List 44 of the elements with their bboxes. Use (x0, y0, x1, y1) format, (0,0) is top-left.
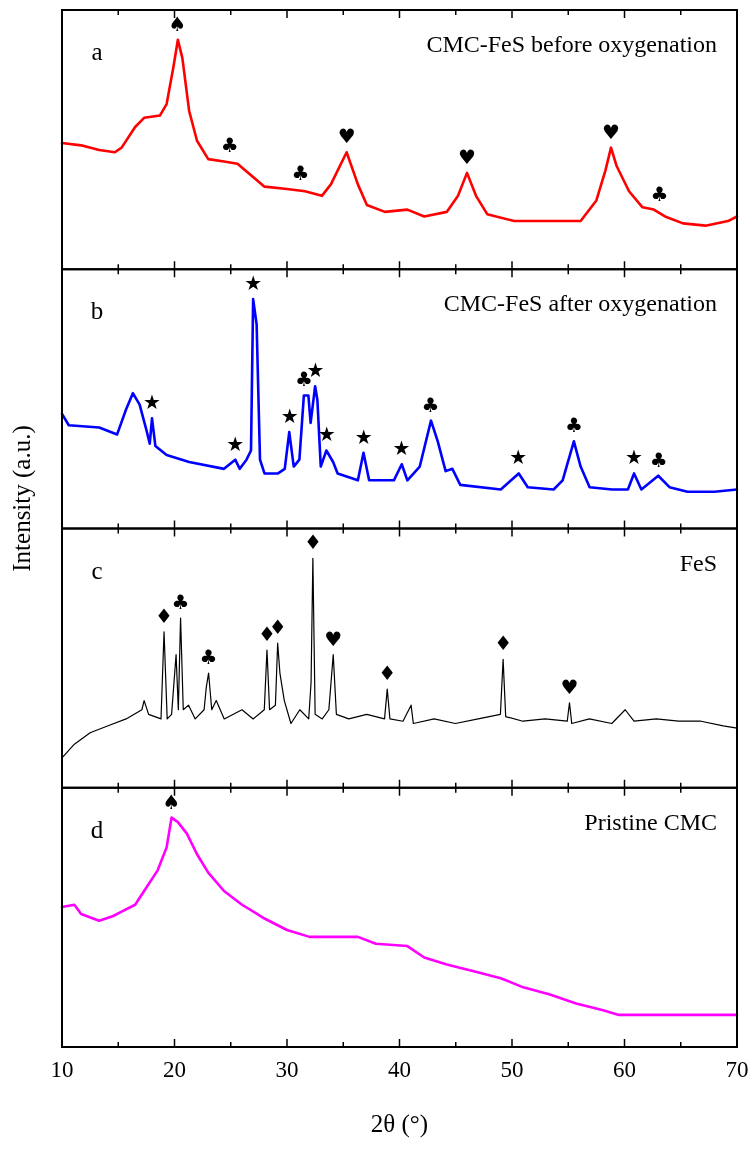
annotation: ♥ (601, 119, 620, 144)
x-tick-label: 50 (500, 1057, 524, 1082)
annotation: ♦ (494, 631, 513, 656)
annotation: ★ (625, 445, 644, 470)
x-tick-label: 20 (163, 1057, 186, 1082)
annotation: ♣ (220, 133, 239, 158)
annotation: ★ (392, 436, 411, 461)
annotation: ♥ (560, 674, 579, 699)
annotation: ★ (509, 445, 528, 470)
annotation: Pristine CMC (584, 808, 717, 835)
annotation: ♣ (650, 181, 669, 206)
annotation: ♥ (324, 626, 343, 651)
annotation: ♣ (649, 447, 668, 472)
annotation: ♥ (337, 124, 356, 149)
annotation: CMC-FeS before oxygenation (426, 31, 717, 57)
x-axis-title: 2θ (°) (370, 1110, 429, 1138)
annotation: FeS (679, 549, 717, 576)
annotation: ★ (143, 390, 161, 415)
annotation: ♠ (162, 789, 181, 814)
annotation: ★ (226, 431, 245, 456)
y-axis-title: Intensity (a.u.) (8, 425, 36, 572)
annotation: c (91, 556, 103, 584)
x-tick-label: 60 (613, 1057, 636, 1082)
x-tick-label: 40 (388, 1057, 411, 1082)
annotation: ♣ (199, 645, 218, 670)
annotation: CMC-FeS after oxygenation (443, 290, 717, 317)
annotation: ★ (354, 424, 373, 449)
annotation: a (91, 38, 103, 65)
annotation: ♣ (291, 160, 310, 185)
x-tick-label: 30 (275, 1057, 299, 1082)
annotation: ♦ (155, 603, 174, 628)
annotation: ♣ (421, 392, 440, 417)
annotation: ♣ (565, 413, 583, 438)
annotation: ★ (244, 271, 263, 296)
annotation: ♥ (458, 144, 476, 169)
x-tick-label: 70 (725, 1057, 749, 1082)
annotation: ♣ (171, 589, 190, 614)
annotation: ♦ (378, 661, 397, 686)
annotation: b (90, 297, 104, 325)
annotation: ♦ (303, 530, 322, 555)
x-tick-label: 10 (50, 1057, 74, 1082)
annotation: ★ (280, 404, 299, 429)
annotation: d (90, 815, 104, 843)
annotation: ♠ (168, 11, 187, 36)
